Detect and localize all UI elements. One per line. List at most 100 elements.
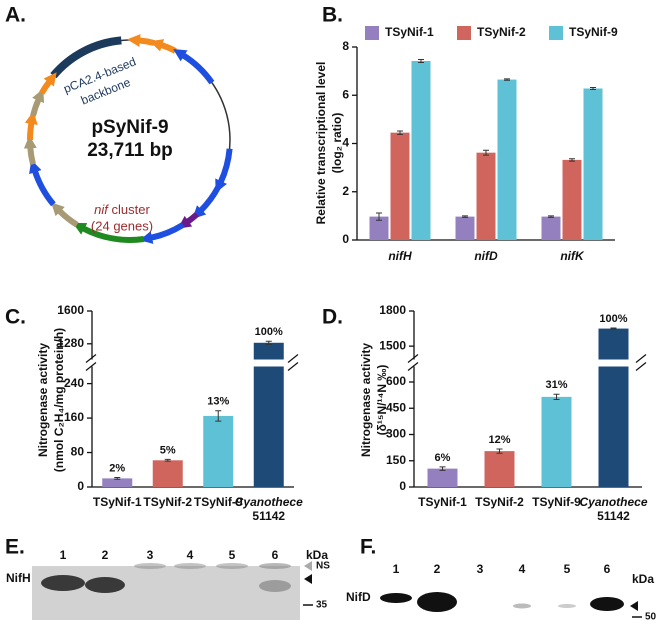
panel-label: A. [5,4,26,27]
bar [152,460,183,487]
y-tick-label: 2 [342,184,349,198]
x-tick-label: TSyNif-2 [475,495,524,509]
lane-label: 6 [272,548,279,562]
band [417,592,457,612]
x-tick-label: nifK [560,249,585,263]
legend-label: TSyNif-2 [477,25,526,39]
blot-f: F. 1 2 3 4 5 6 kDa NifD 50 [346,536,657,623]
y-tick-label: 6 [342,87,349,101]
bar [390,132,410,240]
break-mark [635,354,647,371]
cluster-label: nif cluster [94,202,150,217]
lane-label: 4 [519,562,526,576]
y-tick-label: 1280 [57,336,84,350]
y-tick-label: 160 [64,410,84,424]
panel-label: B. [322,4,343,27]
band [380,593,412,603]
y-tick-label: 4 [342,136,349,150]
lane-label: 4 [187,548,194,562]
error-bar [504,78,510,81]
y-tick-label: 450 [386,400,406,414]
x-tick-label: TSyNif-9 [194,495,243,509]
value-label: 6% [435,452,451,464]
band-arrow [304,574,312,584]
bar [455,216,475,240]
legend-swatch [457,26,471,40]
bar [583,88,603,241]
y-axis-label: Relative transcriptional level [314,62,328,225]
y-tick-label: 1500 [379,338,406,352]
bar [598,328,629,487]
lane-label: 1 [60,548,67,562]
error-bar [439,466,446,471]
bar [484,451,515,487]
panel-label: E. [5,536,25,559]
band [590,597,624,611]
y-tick-label: 8 [342,39,349,53]
y-axis-label: (δ¹⁵N/¹⁴N ‰) [375,365,389,436]
band [259,580,291,592]
y-tick-label: 1600 [57,303,84,317]
error-bar [496,448,503,454]
error-bar [418,59,424,63]
lane-label: 5 [564,562,571,576]
band [216,563,248,569]
protein-label: NifH [6,571,31,585]
panel-label: C. [5,306,26,329]
y-axis-label: Nitrogenase activity [359,343,373,457]
y-tick-label: 240 [64,376,84,390]
gene-name: nif [94,202,109,217]
bar [203,415,234,487]
y-tick-label: 0 [77,479,84,493]
x-tick-label: Cyanothece 51142 [235,495,303,523]
plasmid-size: 23,711 bp [87,140,173,161]
y-axis-label: Nitrogenase activity [36,343,50,457]
error-bar [265,340,272,345]
bar [102,478,133,487]
lane-label: 3 [477,562,484,576]
value-label: 100% [255,326,283,338]
band [85,577,125,593]
x-tick-label: TSyNif-1 [93,495,142,509]
y-axis-label: (log₂ ratio) [330,113,344,174]
cluster-genes: (24 genes) [91,218,153,233]
x-tick-label: TSyNif-1 [418,495,467,509]
unit-label: kDa [632,572,654,586]
error-bar [548,215,554,218]
axis-break [84,359,302,367]
bar [253,342,284,487]
plasmid-map: A. pCA2.4-based backbone pSyNif-9 23,711… [5,4,233,244]
error-bar [114,477,121,480]
error-bar [164,458,171,462]
protein-label: NifD [346,590,371,604]
legend-label: TSyNif-9 [569,25,618,39]
break-mark [85,354,97,371]
bar [369,216,389,240]
unit-label: kDa [306,548,328,562]
bar [427,468,458,487]
error-bar [610,327,617,330]
band [558,604,576,608]
value-label: 12% [488,434,510,446]
x-tick-label: Cyanothece 51142 [579,495,647,523]
x-tick-label: TSyNif-9 [532,495,581,509]
error-bar [462,215,468,218]
band-arrow [630,601,638,611]
error-bar [215,410,222,422]
bar [497,79,517,240]
bar [541,396,572,487]
marker-label: 50 [645,612,657,623]
lane-label: 6 [604,562,611,576]
error-bar [376,212,382,221]
error-bar [590,87,596,90]
axis-break [406,359,650,367]
gene-arrows [23,34,233,244]
legend-swatch [549,26,563,40]
y-tick-label: 0 [342,232,349,246]
bar [476,152,496,240]
break-mark [407,354,419,371]
error-bar [483,149,489,156]
value-label: 2% [109,462,125,474]
panel-label: D. [322,306,343,329]
